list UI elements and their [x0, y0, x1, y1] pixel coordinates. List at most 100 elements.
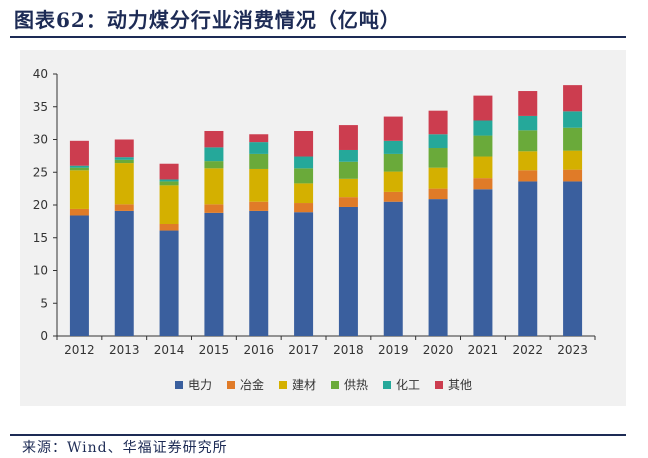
x-tick-label: 2023	[557, 343, 588, 357]
bar-segment	[383, 116, 403, 141]
bar-segment	[383, 153, 403, 172]
legend-swatch	[331, 381, 339, 389]
bar-segment	[428, 188, 448, 200]
y-tick-label: 20	[33, 198, 48, 212]
bar-segment	[114, 159, 134, 164]
bar-segment	[338, 161, 358, 179]
x-tick-label: 2013	[109, 343, 140, 357]
bar-segment	[159, 230, 179, 336]
bar-segment	[473, 120, 493, 136]
x-tick-label: 2015	[199, 343, 230, 357]
y-tick-label: 10	[33, 264, 48, 278]
bar-segment	[473, 135, 493, 157]
x-tick-label: 2012	[64, 343, 95, 357]
bar-segment	[383, 201, 403, 336]
bar-segment	[204, 147, 224, 162]
bar-segment	[473, 95, 493, 121]
bar-segment	[383, 171, 403, 192]
y-tick-label: 25	[33, 165, 48, 179]
legend-label: 供热	[344, 378, 368, 392]
title-divider	[10, 36, 626, 38]
stacked-bar-chart: 0 5 10 15 20 25 30 35 40 2012 2013 2014 2015 2016 2017…	[33, 67, 596, 392]
bar-segment	[204, 130, 224, 148]
source-divider	[10, 434, 626, 436]
legend-swatch	[227, 381, 235, 389]
legend-label: 冶金	[240, 377, 264, 392]
x-tick-label: 2017	[288, 343, 319, 357]
bar-segment	[114, 163, 134, 205]
bar-segment	[563, 85, 583, 112]
bar-segment	[338, 125, 358, 150]
legend-label: 化工	[396, 378, 420, 392]
bar-segment	[294, 212, 314, 336]
bar-segment	[204, 161, 224, 169]
bar-segment	[159, 163, 179, 180]
bar-segment	[204, 204, 224, 213]
x-tick-label: 2021	[468, 343, 499, 357]
x-tick-label: 2022	[512, 343, 543, 357]
bar-segment	[294, 130, 314, 157]
bar-segment	[294, 203, 314, 213]
bar-segment	[563, 150, 583, 170]
axes: 0 5 10 15 20 25 30 35 40 2012 2013 2014 2015 2016 2017…	[33, 67, 596, 357]
legend: 电力 冶金 建材 供热 化工 其他	[175, 377, 472, 392]
legend-swatch	[175, 381, 183, 389]
bar-segment	[159, 185, 179, 224]
x-tick-label: 2016	[243, 343, 274, 357]
x-tick-label: 2014	[154, 343, 185, 357]
bar-segment	[294, 156, 314, 169]
y-tick-label: 0	[40, 329, 48, 343]
bar-segment	[114, 204, 134, 211]
bar-segment	[159, 223, 179, 231]
bar-segment	[114, 210, 134, 336]
bar-segment	[473, 178, 493, 190]
bar-segment	[383, 140, 403, 154]
y-tick-label: 40	[33, 67, 48, 81]
x-tick-label: 2020	[423, 343, 454, 357]
bar-segment	[249, 210, 269, 336]
bar-segment	[114, 139, 134, 158]
bar-segment	[338, 178, 358, 198]
x-tick-label: 2019	[378, 343, 409, 357]
chart-panel: 0 5 10 15 20 25 30 35 40 2012 2013 2014 2015 2016 2017…	[20, 50, 626, 406]
bar-segment	[473, 156, 493, 179]
bar-segment	[69, 208, 89, 216]
bar-segment	[428, 148, 448, 168]
bar-segment	[518, 91, 538, 116]
figure-title: 图表62：动力煤分行业消费情况（亿吨）	[14, 8, 401, 32]
bar-segment	[249, 168, 269, 202]
bar-segment	[428, 199, 448, 336]
bar-segment	[249, 153, 269, 169]
bar-segment	[383, 191, 403, 202]
bar-segment	[204, 212, 224, 336]
legend-swatch	[383, 381, 391, 389]
y-tick-label: 15	[33, 231, 48, 245]
y-tick-label: 30	[33, 133, 48, 147]
bar-segment	[338, 197, 358, 207]
y-tick-label: 5	[40, 296, 48, 310]
bar-segment	[114, 157, 134, 160]
bar-segment	[159, 181, 179, 186]
bar-segment	[204, 168, 224, 205]
bar-segment	[338, 206, 358, 336]
bars	[69, 85, 583, 336]
bar-segment	[249, 142, 269, 154]
bar-segment	[294, 183, 314, 204]
bar-segment	[563, 127, 583, 151]
legend-label: 其他	[448, 378, 472, 392]
bar-segment	[69, 215, 89, 336]
bar-segment	[473, 189, 493, 336]
bar-segment	[428, 134, 448, 149]
bar-segment	[518, 151, 538, 171]
bar-segment	[563, 169, 583, 182]
bar-segment	[518, 130, 538, 152]
bar-segment	[294, 168, 314, 184]
source-note: 来源：Wind、华福证券研究所	[22, 440, 228, 456]
bar-segment	[249, 134, 269, 143]
legend-label: 电力	[188, 378, 212, 392]
bar-segment	[563, 111, 583, 128]
bar-segment	[518, 170, 538, 182]
legend-swatch	[435, 381, 443, 389]
y-tick-label: 35	[33, 100, 48, 114]
bar-segment	[69, 140, 89, 166]
